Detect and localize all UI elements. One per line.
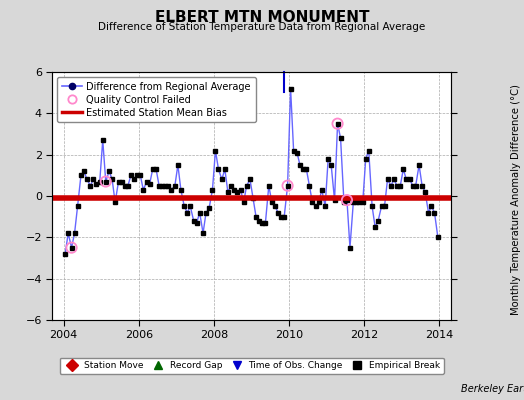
Point (333, 120, 342, 127)
Text: Monthly Temperature Anomaly Difference (°C): Monthly Temperature Anomaly Difference (… (511, 84, 521, 316)
Point (102, 178, 110, 185)
Text: Berkeley Earth: Berkeley Earth (461, 384, 524, 394)
Point (68, 244, 76, 251)
Legend: Station Move, Record Gap, Time of Obs. Change, Empirical Break: Station Move, Record Gap, Time of Obs. C… (60, 358, 443, 374)
Text: Difference of Station Temperature Data from Regional Average: Difference of Station Temperature Data f… (99, 22, 425, 32)
Point (283, 182, 292, 189)
Text: ELBERT MTN MONUMENT: ELBERT MTN MONUMENT (155, 10, 369, 25)
Point (343, 197, 351, 203)
